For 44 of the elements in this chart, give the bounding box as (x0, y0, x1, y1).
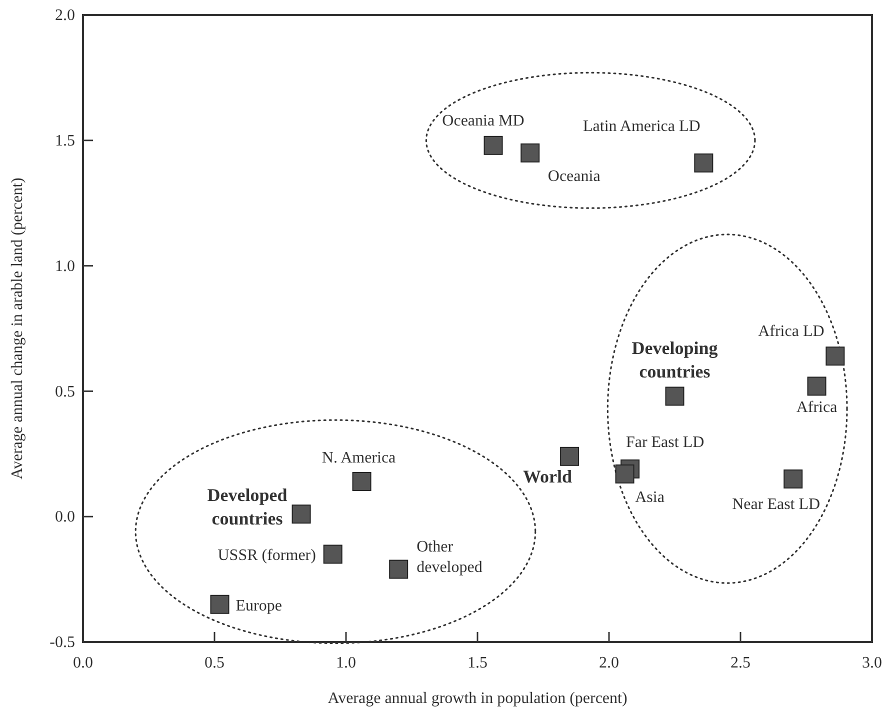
annotation: Developing countries (632, 338, 718, 382)
y-tick-label: -0.5 (50, 634, 75, 652)
x-tick-label: 2.0 (599, 654, 619, 672)
annotation: World (523, 466, 572, 486)
point (210, 594, 230, 614)
point (484, 136, 503, 155)
point (665, 386, 684, 406)
point (615, 464, 634, 484)
point (292, 504, 311, 524)
point (694, 153, 714, 172)
x-tick-label: 2.5 (730, 654, 750, 672)
y-tick-label: 2.0 (55, 7, 75, 24)
annotation: Far East LD (626, 434, 704, 451)
point (389, 560, 408, 579)
point (826, 346, 845, 366)
annotation: Latin America LD (583, 118, 700, 135)
x-tick-label: 1.0 (336, 654, 356, 672)
y-tick-label: 1.0 (55, 258, 75, 275)
x-tick-label: 3.0 (862, 654, 882, 672)
annotation: USSR (former) (218, 547, 316, 564)
y-tick-label: 1.5 (55, 132, 75, 150)
point (352, 472, 372, 491)
annotation: Near East LD (732, 496, 820, 513)
y-tick-label: 0.5 (55, 383, 75, 400)
point (784, 469, 803, 488)
annotation: Oceania MD (442, 112, 524, 130)
point (560, 446, 580, 466)
annotation: N. America (322, 449, 396, 466)
x-tick-label: 0.5 (204, 654, 224, 672)
annotation: Europe (236, 597, 282, 614)
annotation: Developed countries (207, 485, 288, 528)
point (323, 544, 342, 564)
point (807, 376, 826, 396)
annotation: Asia (635, 488, 664, 506)
x-tick-label: 0.0 (73, 654, 93, 672)
y-axis-title: Average annual change in arable land (percent) (9, 178, 26, 480)
annotation: Africa LD (758, 323, 824, 340)
annotation: Oceania (548, 168, 600, 185)
annotation: Other developed (416, 538, 482, 576)
annotation: Africa (796, 399, 838, 416)
x-tick-label: 1.5 (468, 654, 488, 672)
x-axis-title: Average annual growth in population (percent) (328, 690, 628, 707)
point (520, 143, 540, 162)
y-tick-label: 0.0 (55, 508, 75, 526)
